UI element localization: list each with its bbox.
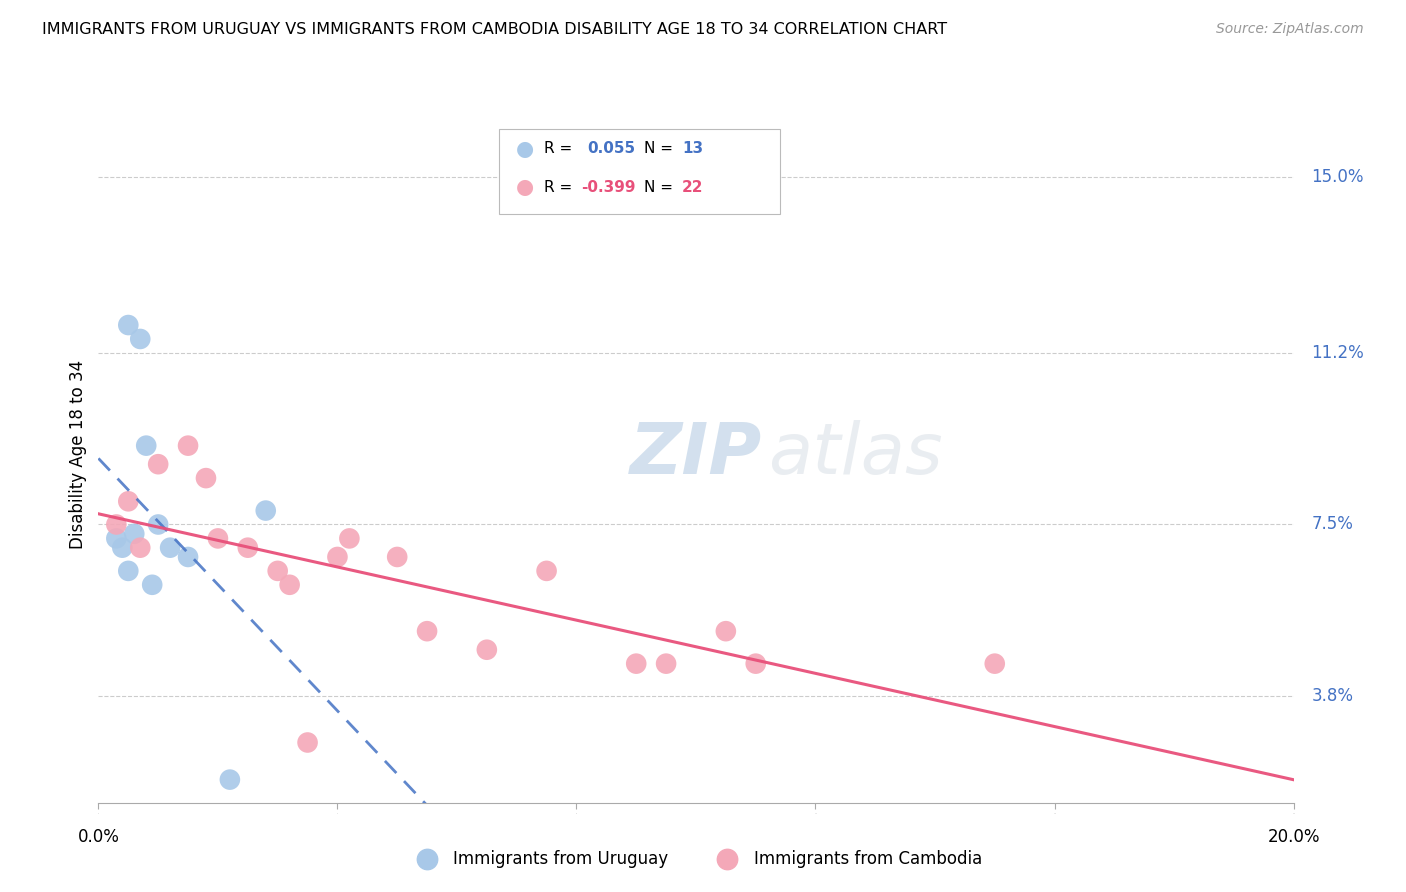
Legend: Immigrants from Uruguay, Immigrants from Cambodia: Immigrants from Uruguay, Immigrants from… — [404, 843, 988, 874]
Text: -0.399: -0.399 — [581, 180, 636, 194]
Text: 11.2%: 11.2% — [1312, 344, 1364, 362]
Point — [624, 657, 647, 671]
Point — [177, 549, 200, 564]
Text: N =: N = — [644, 142, 678, 156]
Point — [254, 503, 277, 517]
Text: 7.5%: 7.5% — [1312, 516, 1354, 533]
Point — [236, 541, 259, 555]
Point — [745, 657, 768, 671]
Point — [536, 564, 558, 578]
Point — [267, 564, 290, 578]
Point — [655, 657, 678, 671]
Point — [117, 564, 139, 578]
Point — [111, 541, 134, 555]
Point — [219, 772, 242, 787]
Text: 20.0%: 20.0% — [1267, 829, 1320, 847]
Point — [117, 494, 139, 508]
Point — [177, 439, 200, 453]
Point — [326, 549, 349, 564]
Point — [141, 578, 163, 592]
Point — [714, 624, 737, 639]
Point — [135, 439, 157, 453]
Text: ●: ● — [516, 178, 534, 197]
Point — [983, 657, 1005, 671]
Point — [475, 642, 498, 657]
Text: 22: 22 — [682, 180, 703, 194]
Text: N =: N = — [644, 180, 678, 194]
Point — [129, 541, 152, 555]
Text: 0.055: 0.055 — [588, 142, 636, 156]
Point — [416, 624, 439, 639]
Text: 3.8%: 3.8% — [1312, 687, 1354, 705]
Point — [159, 541, 181, 555]
Text: 13: 13 — [682, 142, 703, 156]
Point — [194, 471, 218, 485]
Text: ●: ● — [516, 139, 534, 159]
Text: 0.0%: 0.0% — [77, 829, 120, 847]
Point — [148, 517, 170, 532]
Point — [105, 517, 128, 532]
Point — [339, 532, 360, 546]
Text: IMMIGRANTS FROM URUGUAY VS IMMIGRANTS FROM CAMBODIA DISABILITY AGE 18 TO 34 CORR: IMMIGRANTS FROM URUGUAY VS IMMIGRANTS FR… — [42, 22, 948, 37]
Text: R =: R = — [544, 180, 578, 194]
Y-axis label: Disability Age 18 to 34: Disability Age 18 to 34 — [69, 360, 87, 549]
Point — [297, 735, 319, 749]
Point — [129, 332, 152, 346]
Text: ZIP: ZIP — [630, 420, 762, 490]
Point — [117, 318, 139, 332]
Point — [105, 532, 128, 546]
Point — [385, 549, 409, 564]
Text: R =: R = — [544, 142, 578, 156]
Point — [124, 526, 146, 541]
Point — [148, 457, 170, 471]
Text: atlas: atlas — [768, 420, 942, 490]
Point — [207, 532, 229, 546]
Text: Source: ZipAtlas.com: Source: ZipAtlas.com — [1216, 22, 1364, 37]
Point — [278, 578, 301, 592]
Text: 15.0%: 15.0% — [1312, 168, 1364, 186]
